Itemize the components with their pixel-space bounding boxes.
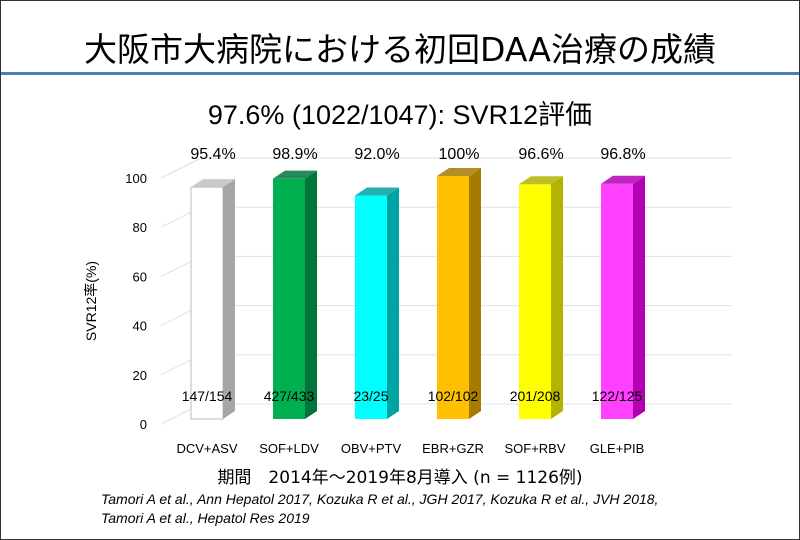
gridline-depth [160, 157, 202, 179]
bar-side [305, 170, 317, 419]
y-tick-label: 100 [125, 171, 147, 186]
bar [437, 176, 469, 419]
bar-side [223, 179, 235, 419]
bar [601, 183, 633, 419]
period-note: 期間 2014年～2019年8月導入 (n = 1126例) [217, 468, 583, 488]
x-tick-label: SOF+LDV [259, 441, 319, 456]
y-tick-label: 0 [140, 417, 147, 432]
y-tick-label: 80 [133, 220, 147, 235]
bar-top [273, 170, 317, 179]
bar [273, 178, 305, 419]
bar-top [437, 168, 481, 176]
x-tick-label: DCV+ASV [176, 441, 237, 456]
y-tick-label: 20 [133, 368, 147, 383]
x-tick-label: OBV+PTV [341, 441, 402, 456]
reference-line-2: Tamori A et al., Hepatol Res 2019 [101, 510, 310, 526]
x-tick-label: GLE+PIB [590, 441, 645, 456]
bar-side [551, 176, 563, 419]
y-tick-label: 60 [133, 269, 147, 284]
bar-chart: 0 20 40 60 80 100 SVR12率(%) 95.4% 147/154 DCV+ASV… [83, 146, 731, 456]
value-label: 96.6% [518, 146, 563, 163]
bar-top [355, 187, 399, 196]
bar [355, 195, 387, 419]
bar-top [601, 175, 645, 184]
slide-title: 大阪市大病院における初回DAA治療の成績 [84, 30, 716, 69]
value-label: 96.8% [600, 146, 645, 163]
bar-side [469, 168, 481, 419]
chart-subtitle: 97.6% (1022/1047): SVR12評価 [207, 100, 593, 130]
y-axis-label: SVR12率(%) [83, 261, 99, 341]
value-label: 100% [439, 146, 480, 163]
count-label: 427/433 [264, 388, 315, 404]
count-label: 102/102 [428, 388, 479, 404]
x-tick-label: SOF+RBV [504, 441, 565, 456]
bar [190, 186, 224, 420]
bar-side [633, 175, 645, 419]
count-label: 122/125 [592, 388, 643, 404]
title-divider [1, 72, 799, 75]
y-tick-label: 40 [133, 319, 147, 334]
reference-line-1: Tamori A et al., Ann Hepatol 2017, Kozuk… [101, 491, 659, 507]
count-label: 23/25 [353, 388, 388, 404]
value-label: 95.4% [190, 146, 235, 163]
x-tick-label: EBR+GZR [422, 441, 484, 456]
value-label: 92.0% [354, 146, 399, 163]
count-label: 201/208 [510, 388, 561, 404]
bar-top [519, 176, 563, 185]
count-label: 147/154 [182, 388, 233, 404]
bar-side [387, 187, 399, 419]
value-label: 98.9% [272, 146, 317, 163]
bar [519, 184, 551, 419]
bar-top [191, 179, 235, 188]
